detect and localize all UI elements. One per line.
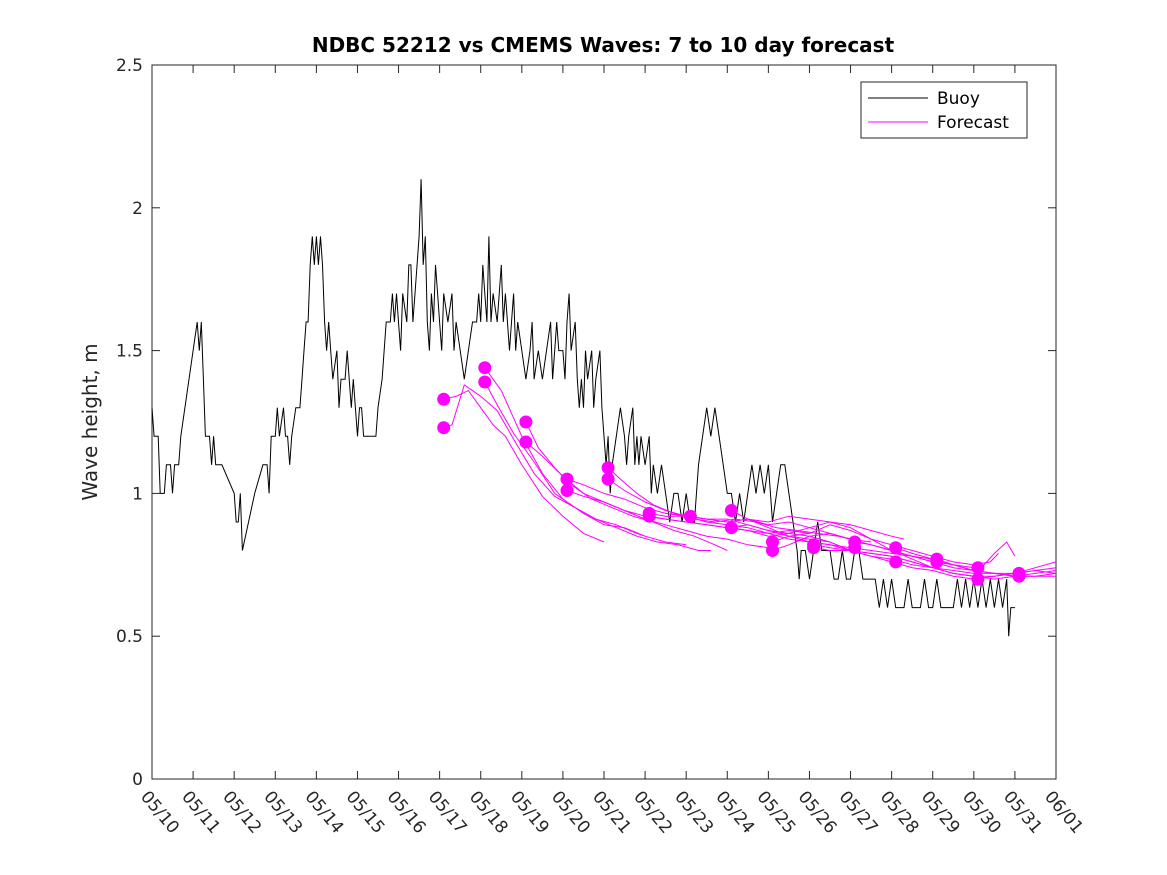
y-axis-label: Wave height, m <box>78 343 102 500</box>
forecast-start-point <box>848 541 862 555</box>
forecast-start-point <box>601 461 615 475</box>
forecast-start-point <box>766 544 779 557</box>
buoy-series <box>151 179 1015 637</box>
forecast-start-point <box>889 541 903 555</box>
y-tick-label: 2.5 <box>116 56 143 76</box>
forecast-line <box>607 467 851 540</box>
forecast-line <box>484 381 711 551</box>
forecast-start-point <box>478 375 492 389</box>
forecast-start-point <box>683 509 697 523</box>
forecast-start-point <box>971 561 985 575</box>
forecast-start-point <box>519 435 533 449</box>
forecast-start-point <box>478 361 492 375</box>
forecast-start-point <box>724 504 738 517</box>
forecast-start-point <box>930 555 944 569</box>
forecast-start-point <box>642 509 656 523</box>
forecast-start-point <box>601 472 615 486</box>
chart-title: NDBC 52212 vs CMEMS Waves: 7 to 10 day f… <box>312 33 895 57</box>
forecast-start-point <box>971 572 985 586</box>
forecast-start-point <box>560 484 574 497</box>
y-tick-label: 1.5 <box>116 342 143 362</box>
forecast-line <box>525 421 728 551</box>
forecast-start-point <box>807 541 821 555</box>
forecast-start-point <box>889 555 903 569</box>
forecast-line <box>443 384 646 537</box>
legend-forecast-label: Forecast <box>937 113 1009 133</box>
y-tick-label: 1 <box>132 484 143 504</box>
forecast-line <box>484 367 687 546</box>
y-axis: 0 0.5 1 1.5 2 2.5 <box>116 56 1056 790</box>
plot-area <box>151 64 1057 780</box>
forecast-start-point <box>724 521 738 535</box>
forecast-start-point <box>560 472 574 486</box>
forecast-start-point <box>437 421 451 435</box>
y-tick-label: 0.5 <box>116 627 143 647</box>
legend-buoy-label: Buoy <box>937 89 980 109</box>
forecast-line <box>936 558 1057 577</box>
forecast-line <box>443 389 605 543</box>
forecast-start-point <box>1012 569 1026 583</box>
forecast-series <box>437 361 1057 586</box>
forecast-line <box>649 515 933 560</box>
legend-box <box>860 81 1028 139</box>
y-tick-label: 0 <box>132 770 143 790</box>
forecast-start-point <box>437 392 451 406</box>
forecast-start-point <box>519 415 533 429</box>
forecast-line <box>772 524 1016 577</box>
legend: Buoy Forecast <box>860 81 1028 139</box>
buoy-line <box>151 179 1015 637</box>
y-tick-label: 2 <box>132 199 143 219</box>
